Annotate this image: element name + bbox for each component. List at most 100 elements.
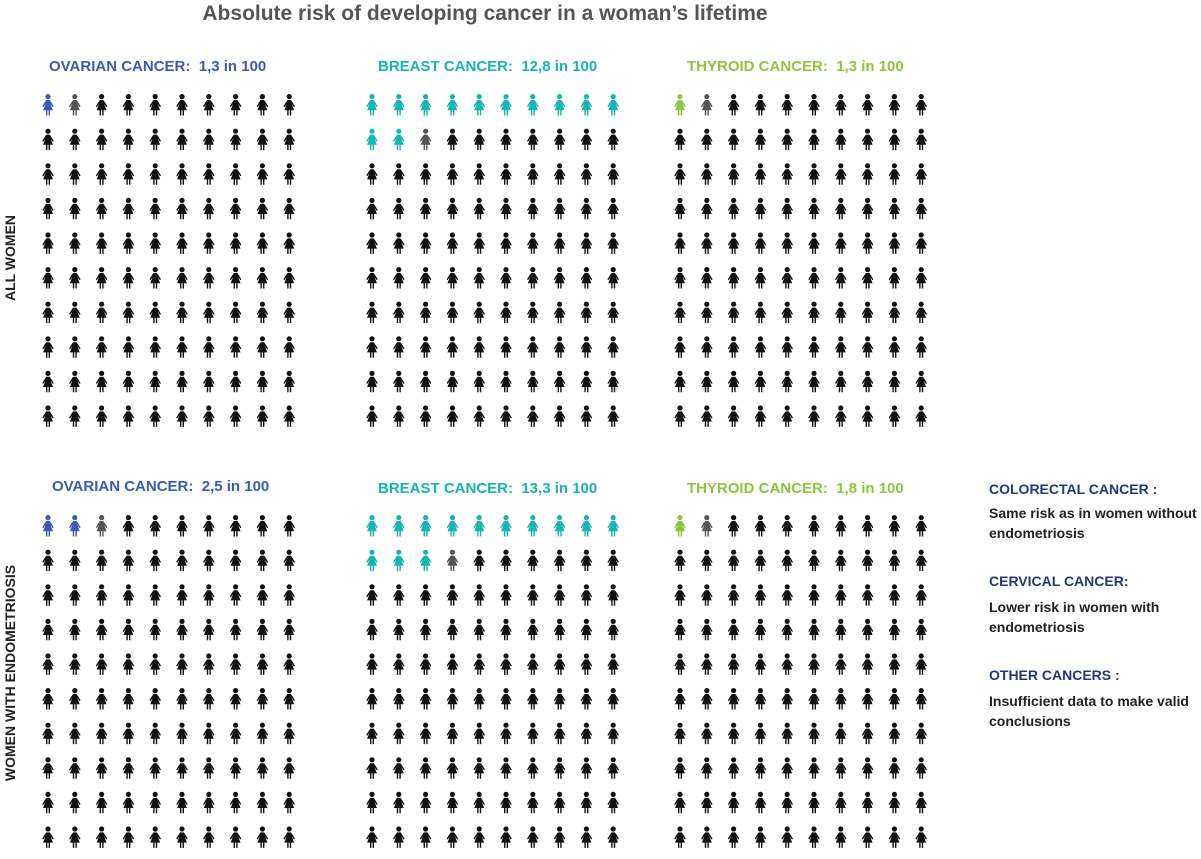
woman-figure-icon bbox=[674, 267, 686, 289]
woman-figure-icon bbox=[366, 618, 378, 641]
woman-figure-icon bbox=[473, 515, 485, 537]
woman-figure-icon bbox=[781, 826, 793, 848]
woman-figure-icon bbox=[366, 757, 378, 779]
grid-title: THYROID CANCER: 1,8 in 100 bbox=[687, 480, 904, 497]
woman-figure-icon bbox=[393, 757, 405, 779]
woman-figure-icon bbox=[781, 722, 793, 745]
woman-figure-icon bbox=[176, 370, 188, 393]
woman-figure-icon bbox=[42, 197, 54, 220]
woman-figure-icon bbox=[95, 94, 108, 116]
woman-figure-icon bbox=[122, 94, 135, 116]
woman-figure-icon bbox=[701, 722, 713, 745]
woman-figure-icon bbox=[203, 405, 215, 427]
woman-figure-icon bbox=[419, 722, 432, 745]
woman-figure-icon bbox=[888, 549, 901, 572]
woman-figure-icon bbox=[553, 618, 566, 641]
woman-figure-icon bbox=[446, 163, 459, 185]
woman-figure-icon bbox=[366, 370, 378, 393]
woman-figure-icon bbox=[203, 653, 215, 675]
woman-figure-icon bbox=[915, 653, 927, 675]
woman-figure-icon bbox=[95, 688, 108, 710]
woman-figure-icon bbox=[888, 757, 901, 779]
woman-figure-icon bbox=[727, 549, 740, 572]
woman-figure-icon bbox=[527, 128, 539, 151]
woman-figure-icon bbox=[69, 267, 81, 289]
woman-figure-icon bbox=[95, 370, 108, 393]
woman-figure-icon bbox=[366, 791, 378, 814]
woman-figure-icon bbox=[861, 722, 874, 745]
woman-figure-icon bbox=[553, 584, 566, 606]
woman-figure-icon bbox=[69, 405, 81, 427]
woman-figure-icon bbox=[781, 267, 793, 289]
woman-figure-icon bbox=[808, 688, 820, 710]
woman-figure-icon bbox=[203, 370, 215, 393]
woman-figure-icon bbox=[366, 653, 378, 675]
woman-figure-icon bbox=[229, 826, 242, 848]
woman-figure-icon bbox=[915, 336, 927, 358]
woman-figure-icon bbox=[203, 128, 215, 151]
woman-figure-icon bbox=[149, 688, 161, 710]
woman-figure-icon bbox=[473, 757, 485, 779]
woman-figure-icon bbox=[176, 549, 188, 572]
woman-figure-icon bbox=[256, 549, 269, 572]
woman-figure-icon bbox=[446, 584, 459, 606]
pictogram-grid bbox=[366, 515, 619, 848]
woman-figure-icon bbox=[888, 267, 901, 289]
woman-figure-icon bbox=[366, 826, 378, 848]
woman-figure-icon bbox=[42, 618, 54, 641]
woman-figure-icon bbox=[366, 197, 378, 220]
woman-figure-icon bbox=[835, 826, 847, 848]
woman-figure-icon bbox=[256, 757, 269, 779]
woman-figure-icon bbox=[754, 549, 767, 572]
woman-figure-icon bbox=[393, 722, 405, 745]
woman-figure-icon bbox=[203, 163, 215, 185]
woman-figure-icon bbox=[808, 163, 820, 185]
woman-figure-icon bbox=[419, 688, 432, 710]
woman-figure-icon bbox=[69, 757, 81, 779]
woman-figure-icon bbox=[915, 549, 927, 572]
woman-figure-icon bbox=[674, 618, 686, 641]
woman-figure-icon bbox=[69, 688, 81, 710]
woman-figure-icon bbox=[674, 94, 686, 116]
woman-figure-icon bbox=[701, 94, 713, 116]
woman-figure-icon bbox=[527, 405, 539, 427]
woman-figure-icon bbox=[256, 267, 269, 289]
woman-figure-icon bbox=[607, 163, 619, 185]
woman-figure-icon bbox=[393, 336, 405, 358]
woman-figure-icon bbox=[861, 653, 874, 675]
woman-figure-icon bbox=[888, 584, 901, 606]
woman-figure-icon bbox=[69, 653, 81, 675]
woman-figure-icon bbox=[915, 163, 927, 185]
woman-figure-icon bbox=[366, 722, 378, 745]
woman-figure-icon bbox=[229, 584, 242, 606]
woman-figure-icon bbox=[754, 618, 767, 641]
woman-figure-icon bbox=[835, 549, 847, 572]
woman-figure-icon bbox=[176, 826, 188, 848]
grid-title: THYROID CANCER: 1,3 in 100 bbox=[687, 58, 904, 75]
woman-figure-icon bbox=[203, 549, 215, 572]
woman-figure-icon bbox=[419, 197, 432, 220]
woman-figure-icon bbox=[607, 336, 619, 358]
woman-figure-icon bbox=[473, 267, 485, 289]
woman-figure-icon bbox=[42, 267, 54, 289]
woman-figure-icon bbox=[553, 405, 566, 427]
woman-figure-icon bbox=[580, 232, 593, 254]
woman-figure-icon bbox=[553, 791, 566, 814]
woman-figure-icon bbox=[607, 791, 619, 814]
woman-figure-icon bbox=[781, 515, 793, 537]
woman-figure-icon bbox=[701, 618, 713, 641]
woman-figure-icon bbox=[553, 94, 566, 116]
woman-figure-icon bbox=[580, 128, 593, 151]
woman-figure-icon bbox=[42, 826, 54, 848]
woman-figure-icon bbox=[42, 688, 54, 710]
woman-figure-icon bbox=[580, 336, 593, 358]
woman-figure-icon bbox=[607, 128, 619, 151]
woman-figure-icon bbox=[553, 128, 566, 151]
woman-figure-icon bbox=[176, 94, 188, 116]
woman-figure-icon bbox=[122, 791, 135, 814]
woman-figure-icon bbox=[781, 336, 793, 358]
woman-figure-icon bbox=[553, 515, 566, 537]
woman-figure-icon bbox=[42, 301, 54, 324]
woman-figure-icon bbox=[701, 515, 713, 537]
woman-figure-icon bbox=[781, 94, 793, 116]
